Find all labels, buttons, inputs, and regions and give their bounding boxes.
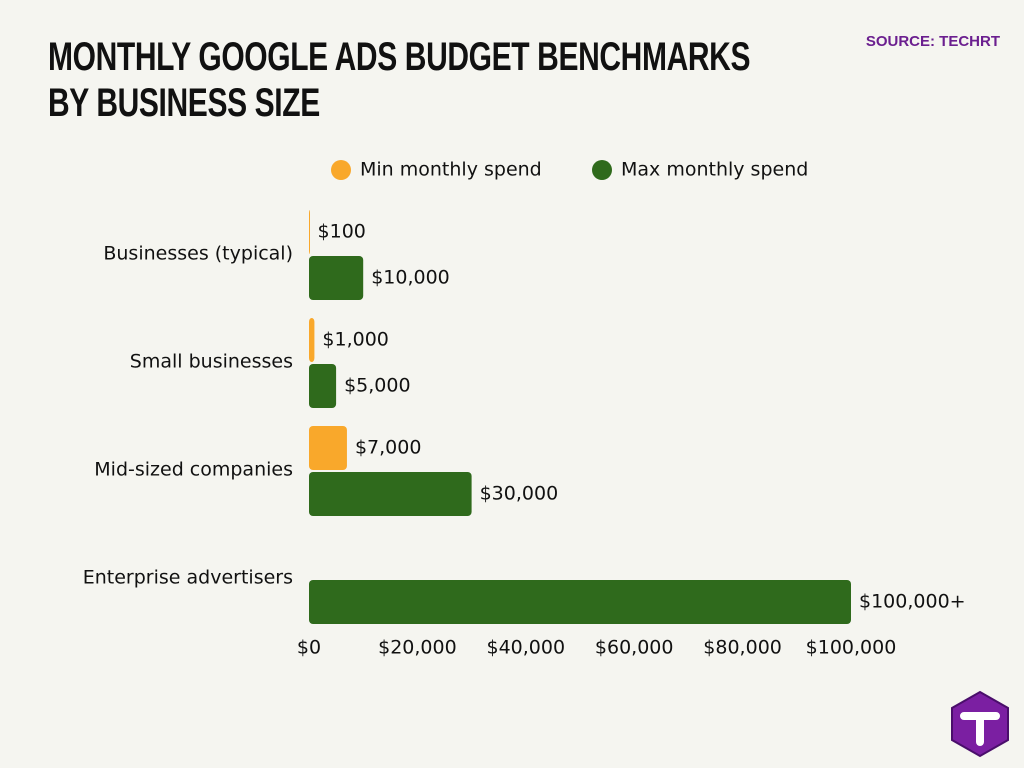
x-tick-label: $20,000 [378, 637, 457, 659]
bar [309, 256, 364, 300]
category-label: Businesses (typical) [103, 243, 293, 265]
value-label: $100,000+ [859, 591, 966, 613]
value-label: $1,000 [322, 329, 388, 351]
x-tick-label: $80,000 [703, 637, 782, 659]
category-label: Small businesses [130, 351, 293, 373]
bar [309, 426, 347, 470]
value-label: $10,000 [371, 267, 450, 289]
legend-marker [331, 160, 351, 180]
bar [309, 318, 315, 362]
chart-title: MONTHLY GOOGLE ADS BUDGET BENCHMARKS BY … [48, 35, 751, 125]
logo-letter [960, 712, 1000, 746]
logo [951, 690, 1009, 758]
category-label: Enterprise advertisers [83, 567, 293, 589]
legend-marker [592, 160, 612, 180]
category-label: Mid-sized companies [94, 459, 293, 481]
bar [309, 580, 851, 624]
x-tick-label: $60,000 [595, 637, 674, 659]
bar [309, 364, 337, 408]
legend-label: Min monthly spend [360, 159, 542, 181]
value-label: $5,000 [344, 375, 410, 397]
legend-label: Max monthly spend [621, 159, 808, 181]
x-tick-label: $40,000 [487, 637, 566, 659]
x-tick-label: $0 [297, 637, 321, 659]
value-label: $100 [318, 221, 366, 243]
bar [309, 472, 472, 516]
value-label: $30,000 [480, 483, 559, 505]
source: SOURCE: TECHRT [865, 33, 1000, 50]
value-label: $7,000 [355, 437, 421, 459]
x-tick-label: $100,000 [806, 637, 897, 659]
bar [309, 210, 310, 254]
